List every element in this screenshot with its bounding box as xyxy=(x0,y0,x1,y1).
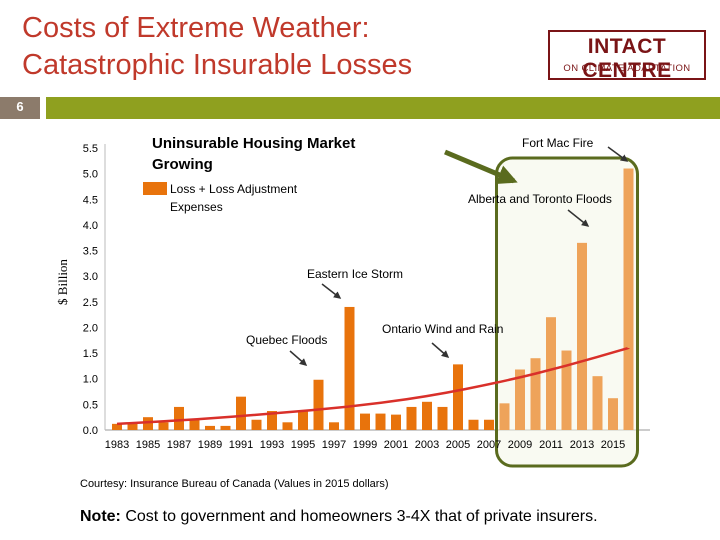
bar-1989 xyxy=(205,425,215,430)
x-tick-label-1993: 1993 xyxy=(260,439,284,451)
y-tick-label-6: 3.0 xyxy=(83,271,98,283)
bar-2010 xyxy=(530,358,541,430)
bar-2000 xyxy=(375,413,386,430)
x-tick-label-2007: 2007 xyxy=(477,439,501,451)
bar-1987 xyxy=(174,406,184,430)
annotation-quebec-floods: Quebec Floods xyxy=(246,333,327,347)
x-tick-label-1987: 1987 xyxy=(167,439,191,451)
legend-label-line-2: Expenses xyxy=(170,200,223,214)
x-tick-label-2015: 2015 xyxy=(601,439,625,451)
bar-1985 xyxy=(143,417,153,430)
y-tick-label-3: 1.5 xyxy=(83,348,98,360)
x-tick-label-1991: 1991 xyxy=(229,439,253,451)
bar-2002 xyxy=(406,406,417,430)
bar-2001 xyxy=(391,414,401,430)
annotation-housing-line-1: Uninsurable Housing Market xyxy=(152,135,355,152)
annotation-ontario-wind-rain: Ontario Wind and Rain xyxy=(382,322,503,336)
y-tick-label-10: 5.0 xyxy=(83,169,98,181)
legend-label-line-1: Loss + Loss Adjustment xyxy=(170,182,298,196)
x-tick-label-1995: 1995 xyxy=(291,439,315,451)
bar-2008 xyxy=(499,403,510,430)
bar-1998 xyxy=(344,306,355,430)
x-tick-label-2013: 2013 xyxy=(570,439,594,451)
bar-2006 xyxy=(468,419,479,430)
y-tick-label-8: 4.0 xyxy=(83,220,98,232)
y-tick-label-5: 2.5 xyxy=(83,297,98,309)
slide-number-box xyxy=(0,97,40,119)
x-tick-label-2005: 2005 xyxy=(446,439,470,451)
trend-line xyxy=(116,346,629,426)
bar-2009 xyxy=(515,369,525,430)
y-tick-label-2: 1.0 xyxy=(83,374,98,386)
slide-title: Costs of Extreme Weather: Catastrophic I… xyxy=(22,10,522,84)
logo-sub-text: ON CLIMATE ADAPTATION xyxy=(563,63,691,74)
bar-1999 xyxy=(360,413,370,430)
bar-2004 xyxy=(437,406,448,430)
y-axis-label: $ Billion xyxy=(55,259,70,305)
y-tick-label-1: 0.5 xyxy=(83,399,98,411)
bar-2005 xyxy=(453,364,463,430)
trend-line-group xyxy=(116,346,629,426)
bar-2014 xyxy=(592,376,603,430)
accent-bar xyxy=(46,97,720,119)
x-tick-label-1985: 1985 xyxy=(136,439,160,451)
x-tick-label-1989: 1989 xyxy=(198,439,222,451)
x-tick-label-2003: 2003 xyxy=(415,439,439,451)
cost-note: Note: Cost to government and homeowners … xyxy=(80,508,598,526)
x-axis-ticks: 1983 1985 1987 1989 1991 1993 1995 1997 1999 2001… xyxy=(105,439,625,451)
y-tick-label-0: 0.0 xyxy=(83,425,98,437)
bar-1996 xyxy=(313,379,324,430)
bar-1994 xyxy=(282,422,293,430)
annotation-alberta-toronto-arrow xyxy=(567,209,590,227)
annotation-housing-arrow xyxy=(444,149,518,185)
annotation-eastern-ice-storm: Eastern Ice Storm xyxy=(307,267,403,281)
slide-title-line-1: Costs of Extreme Weather: xyxy=(22,12,370,44)
note-text: Cost to government and homeowners 3-4X t… xyxy=(120,508,598,525)
bar-2003 xyxy=(422,401,432,430)
bar-2013 xyxy=(577,242,587,430)
annotation-ice-storm-arrow xyxy=(321,283,342,299)
bar-1984 xyxy=(127,423,138,430)
bar-1993 xyxy=(267,411,277,430)
x-tick-label-1999: 1999 xyxy=(353,439,377,451)
y-axis-ticks: 0.0 0.5 1.0 1.5 2.0 2.5 3.0 3.5 4.0 4.5 5.0 5.5 xyxy=(83,143,98,437)
logo-main-text: INTACT CENTRE xyxy=(582,35,672,82)
intact-centre-logo: INTACT CENTRE ON CLIMATE ADAPTATION xyxy=(548,30,706,82)
bar-1992 xyxy=(251,419,262,430)
x-tick-label-1997: 1997 xyxy=(322,439,346,451)
y-tick-label-4: 2.0 xyxy=(83,322,98,334)
annotation-alberta-toronto-floods: Alberta and Toronto Floods xyxy=(468,192,612,206)
slide-title-line-2: Catastrophic Insurable Losses xyxy=(22,49,413,81)
bar-1995 xyxy=(298,411,308,430)
y-tick-label-11: 5.5 xyxy=(83,143,98,155)
bars xyxy=(112,168,634,430)
y-tick-label-9: 4.5 xyxy=(83,194,98,206)
annotation-fort-mac-fire: Fort Mac Fire xyxy=(522,136,594,150)
bar-2016 xyxy=(623,168,634,430)
x-tick-label-2001: 2001 xyxy=(384,439,408,451)
x-tick-label-2011: 2011 xyxy=(539,439,563,451)
y-tick-label-7: 3.5 xyxy=(83,246,98,258)
courtesy-note: Courtesy: Insurance Bureau of Canada (Va… xyxy=(80,478,389,490)
x-tick-label-1983: 1983 xyxy=(105,439,129,451)
bar-2015 xyxy=(608,398,618,430)
annotation-quebec-arrow xyxy=(289,350,308,366)
bar-2011 xyxy=(546,317,556,430)
bar-1990 xyxy=(220,425,231,430)
bar-1988 xyxy=(189,419,200,430)
note-label: Note: xyxy=(80,508,121,525)
slide-number: 6 xyxy=(16,99,24,114)
bar-1991 xyxy=(236,396,246,430)
bar-1997 xyxy=(329,422,339,430)
annotation-housing-line-2: Growing xyxy=(152,156,213,173)
legend-swatch xyxy=(143,182,167,195)
bar-1983 xyxy=(112,423,122,430)
annotation-ontario-arrow xyxy=(431,342,450,358)
bar-1986 xyxy=(158,422,169,430)
x-tick-label-2009: 2009 xyxy=(508,439,532,451)
annotation-fort-mac-arrow xyxy=(607,146,629,162)
bar-2007 xyxy=(484,419,494,430)
bar-2012 xyxy=(561,350,572,430)
